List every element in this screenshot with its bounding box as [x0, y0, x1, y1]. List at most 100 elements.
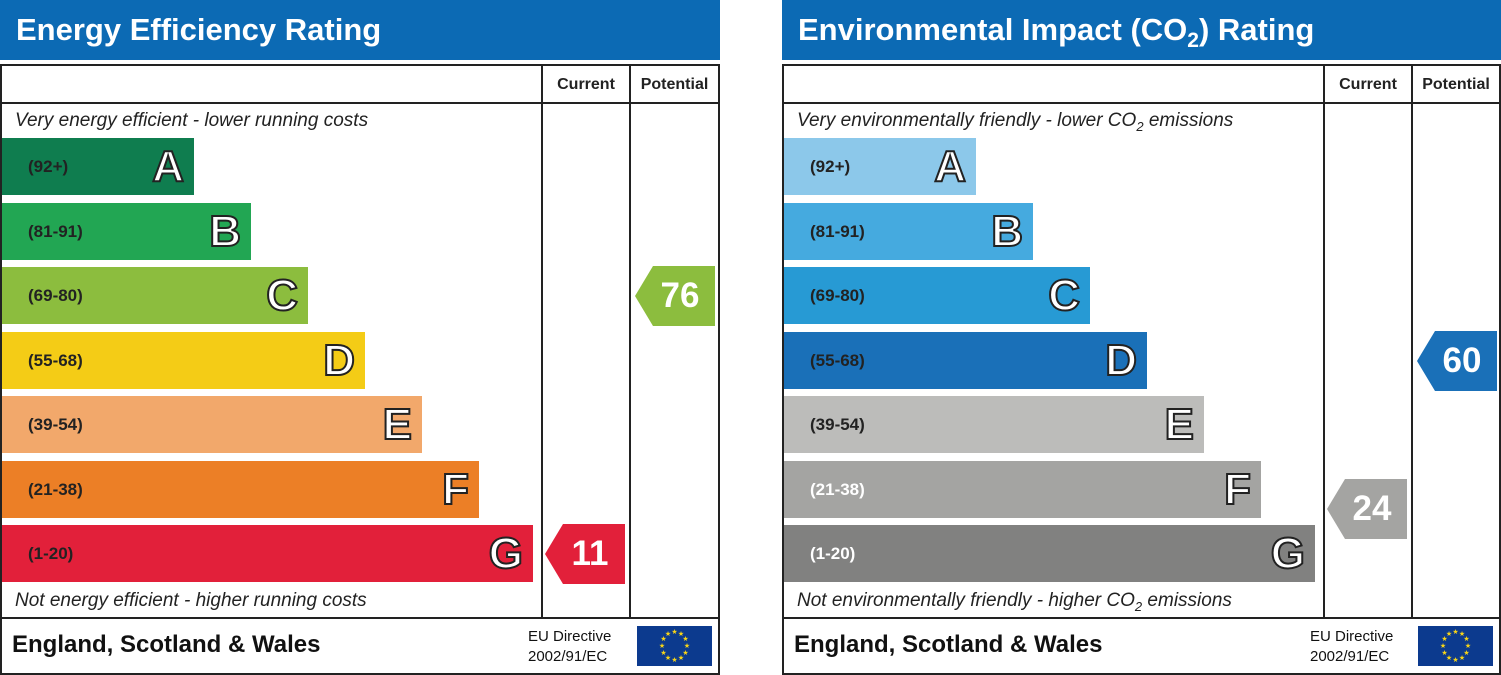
svg-text:★: ★: [665, 630, 671, 638]
directive-line-1: EU Directive: [1310, 628, 1394, 645]
band-e: (39-54) E: [2, 396, 422, 453]
directive-line-1: EU Directive: [528, 628, 612, 645]
svg-text:★: ★: [1446, 630, 1452, 638]
band-letter: C: [265, 270, 299, 321]
band-range-label: (1-20): [28, 544, 74, 563]
current-rating-value: 11: [571, 533, 609, 573]
band-letter: F: [1223, 464, 1252, 515]
svg-text:★: ★: [1440, 642, 1446, 650]
band-letter: E: [382, 399, 413, 450]
eu-stars-icon: ★ ★★ ★★★ ★★★ ★★★: [659, 628, 690, 664]
band-letter: G: [488, 528, 524, 579]
eu-directive-text: EU Directive 2002/91/EC: [528, 627, 611, 667]
divider-current: [1323, 66, 1325, 619]
footer-rule: [784, 617, 1499, 619]
svg-text:★: ★: [660, 649, 666, 657]
top-caption-text: Very environmentally friendly - lower CO: [797, 110, 1137, 131]
band-f: (21-38) F: [784, 460, 1261, 518]
band-a: (92+) A: [2, 138, 194, 195]
band-letter: A: [151, 141, 185, 192]
bottom-caption-end: emissions: [1142, 590, 1232, 611]
bottom-caption: Not energy efficient - higher running co…: [15, 590, 367, 611]
svg-text:★: ★: [1459, 654, 1465, 662]
svg-text:★: ★: [665, 654, 671, 662]
svg-text:★: ★: [660, 635, 666, 643]
band-range-label: (69-80): [810, 286, 865, 305]
band-c: (69-80) C: [2, 267, 308, 324]
band-letter: D: [322, 335, 356, 386]
region-label: England, Scotland & Wales: [794, 631, 1103, 658]
footer-rule: [2, 617, 718, 619]
region-label: England, Scotland & Wales: [12, 631, 321, 658]
svg-text:★: ★: [678, 630, 684, 638]
top-caption-end: emissions: [1143, 110, 1234, 131]
divider-potential: [629, 66, 631, 619]
current-column-header: Current: [557, 76, 615, 93]
header-rule: [2, 102, 718, 104]
band-c: (69-80) C: [784, 267, 1090, 324]
band-letter: A: [933, 141, 967, 192]
current-rating-value: 24: [1352, 489, 1392, 528]
potential-column-header: Potential: [1422, 76, 1490, 93]
eu-flag-icon: ★ ★ ★ ★ ★ ★ ★ ★ ★ ★ ★ ★: [637, 626, 712, 666]
potential-rating-value: 60: [1442, 341, 1482, 380]
band-range-label: (39-54): [28, 415, 83, 434]
svg-text:★: ★: [659, 642, 665, 650]
top-caption: Very energy efficient - lower running co…: [15, 110, 369, 131]
band-b: (81-91) B: [2, 202, 251, 260]
eu-flag-icon: ★ ★ ★ ★ ★ ★ ★ ★ ★ ★ ★ ★: [1418, 626, 1493, 666]
directive-line-2: 2002/91/EC: [1310, 648, 1390, 665]
band-g: (1-20) G: [784, 525, 1315, 582]
svg-text:★: ★: [671, 656, 677, 664]
band-range-label: (55-68): [28, 350, 83, 370]
env-title-end: ) Rating: [1198, 12, 1315, 47]
svg-text:★: ★: [1441, 649, 1447, 657]
current-rating-arrow: 24: [1327, 479, 1407, 539]
svg-text:★: ★: [682, 649, 688, 657]
svg-text:★: ★: [1452, 656, 1458, 664]
eu-directive-text: EU Directive 2002/91/EC: [1310, 627, 1393, 667]
band-letter: C: [1047, 270, 1081, 321]
divider-current: [541, 66, 543, 619]
directive-line-2: 2002/91/EC: [528, 648, 608, 665]
svg-text:★: ★: [1452, 628, 1458, 636]
top-caption: Very environmentally friendly - lower CO…: [797, 110, 1234, 134]
energy-chart-frame: Current Potential Very energy efficient …: [0, 64, 720, 675]
band-letter: B: [208, 206, 242, 257]
svg-text:★: ★: [678, 654, 684, 662]
band-range-label: (92+): [28, 157, 69, 176]
potential-column-header: Potential: [640, 76, 709, 93]
env-title-sub: 2: [1187, 29, 1199, 53]
current-column-header: Current: [1339, 76, 1397, 93]
band-letter: D: [1104, 335, 1138, 386]
energy-efficiency-title: Energy Efficiency Rating: [0, 0, 720, 60]
divider-potential: [1411, 66, 1413, 619]
environmental-chart-frame: Current Potential Very environmentally f…: [782, 64, 1501, 675]
band-range-label: (92+): [810, 157, 851, 176]
svg-text:★: ★: [1446, 654, 1452, 662]
band-e: (39-54) E: [784, 396, 1204, 453]
svg-text:★: ★: [682, 635, 688, 643]
band-b: (81-91) B: [784, 202, 1033, 260]
band-letter: F: [441, 464, 470, 515]
eu-stars-icon: ★ ★★ ★★★ ★★★ ★★★: [1440, 628, 1471, 664]
band-letter: E: [1164, 399, 1195, 450]
band-letter: B: [990, 206, 1024, 257]
potential-rating-arrow: 76: [635, 265, 715, 326]
band-d: (55-68) D: [784, 331, 1147, 389]
bottom-caption: Not environmentally friendly - higher CO…: [797, 590, 1232, 614]
band-range-label: (39-54): [810, 415, 865, 434]
potential-rating-arrow: 60: [1417, 331, 1497, 391]
svg-text:★: ★: [1459, 630, 1465, 638]
svg-text:★: ★: [1463, 635, 1469, 643]
svg-text:★: ★: [1465, 642, 1471, 650]
band-range-label: (81-91): [810, 221, 865, 241]
env-title-text: Environmental Impact (CO: [798, 12, 1188, 47]
environmental-impact-panel: Environmental Impact (CO2) Rating Curren…: [782, 0, 1501, 675]
band-range-label: (21-38): [28, 479, 83, 499]
svg-text:★: ★: [1463, 649, 1469, 657]
band-range-label: (69-80): [28, 286, 83, 305]
bottom-caption-text: Not environmentally friendly - higher CO: [797, 590, 1135, 611]
potential-rating-value: 76: [660, 275, 700, 315]
band-d: (55-68) D: [2, 331, 365, 389]
